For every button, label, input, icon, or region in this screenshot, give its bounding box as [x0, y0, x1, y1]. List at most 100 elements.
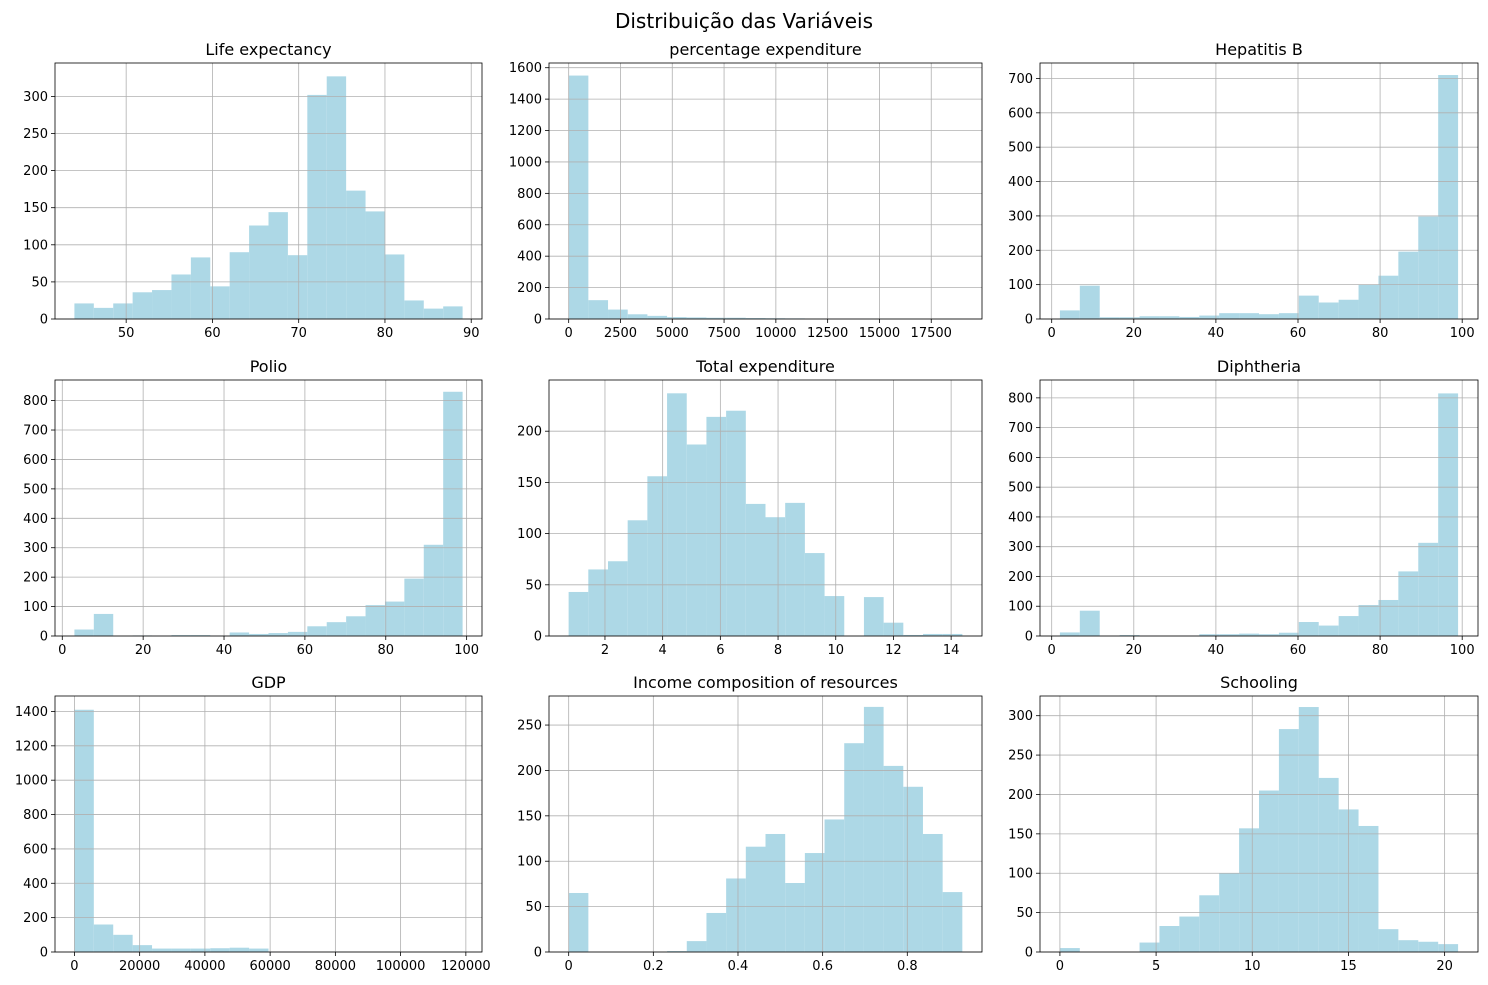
- histogram-bar: [863, 706, 884, 952]
- y-tick-label: 400: [23, 877, 48, 892]
- y-tick-label: 300: [23, 90, 48, 105]
- histogram-bar: [423, 308, 444, 319]
- y-tick-label: 0: [534, 630, 542, 645]
- subplot-title: Diphtheria: [1217, 357, 1301, 376]
- y-tick-label: 500: [23, 482, 48, 497]
- histogram-bar: [1239, 633, 1259, 636]
- subplot-title: Polio: [250, 357, 288, 376]
- x-tick-label: 6: [716, 643, 724, 658]
- plot-background: [55, 696, 482, 952]
- y-tick-label: 600: [23, 453, 48, 468]
- x-tick-label: 80: [1372, 326, 1389, 341]
- x-tick-label: 60: [297, 643, 314, 658]
- y-tick-label: 600: [1008, 451, 1033, 466]
- y-tick-label: 0: [40, 946, 48, 961]
- x-tick-label: 0: [1048, 326, 1056, 341]
- histogram-bar: [627, 314, 648, 319]
- histogram-bar: [686, 941, 707, 952]
- histogram-bar: [1278, 313, 1299, 319]
- x-tick-label: 40: [1208, 643, 1225, 658]
- x-tick-label: 0: [565, 326, 573, 341]
- histogram-bar: [171, 274, 191, 319]
- subplot-5: 2 4 6 8 10 12 14 0 50 100 150 200 Total expenditure: [517, 357, 983, 658]
- histogram-bar: [568, 75, 589, 319]
- histogram-bar: [1259, 634, 1279, 636]
- subplot-2: 0 2500 5000 7500 10000 12500 15000 17500 0 200 400…: [509, 40, 983, 341]
- y-tick-label: 250: [23, 127, 48, 142]
- x-tick-label: 7500: [708, 326, 741, 341]
- histogram-bar: [608, 309, 628, 319]
- x-tick-label: 0: [58, 643, 66, 658]
- histogram-bar: [667, 393, 687, 636]
- x-tick-label: 0.8: [897, 959, 918, 974]
- histogram-bar: [93, 307, 114, 319]
- histogram-bar: [1378, 275, 1399, 319]
- histogram-bar: [307, 94, 327, 319]
- x-tick-label: 0: [1056, 959, 1064, 974]
- histogram-bar: [588, 300, 609, 319]
- histogram-bar: [1358, 605, 1379, 636]
- subplot-1: 50 60 70 80 90 0 50 100 150 200 250 300 Life expecta…: [23, 40, 483, 341]
- histogram-bar: [765, 833, 786, 952]
- histogram-bar: [1079, 285, 1100, 319]
- histogram-bar: [1159, 316, 1180, 319]
- x-tick-label: 40: [1208, 326, 1225, 341]
- histogram-bar: [1179, 916, 1200, 952]
- histogram-bar: [249, 225, 269, 319]
- x-tick-label: 20: [1126, 643, 1143, 658]
- x-tick-label: 50: [118, 326, 135, 341]
- x-tick-label: 120000: [441, 959, 491, 974]
- histogram-bar: [1079, 610, 1100, 636]
- histogram-bar: [647, 476, 668, 636]
- y-tick-label: 100: [1008, 278, 1033, 293]
- histogram-bar: [1119, 635, 1140, 636]
- x-tick-label: 2: [601, 643, 609, 658]
- y-tick-label: 0: [534, 946, 542, 961]
- y-tick-label: 200: [517, 425, 542, 440]
- y-tick-label: 1400: [509, 93, 542, 108]
- x-tick-label: 15000: [859, 326, 900, 341]
- histogram-bar: [706, 912, 727, 952]
- x-tick-label: 10: [827, 643, 844, 658]
- subplot-6: 0 20 40 60 80 100 0 100 200 300 400 500 600 700 800 Dip…: [1008, 357, 1479, 658]
- y-tick-label: 200: [1008, 570, 1033, 585]
- y-tick-label: 1200: [15, 739, 48, 754]
- y-tick-label: 500: [1008, 141, 1033, 156]
- histogram-bar: [346, 616, 366, 636]
- y-tick-label: 300: [1008, 709, 1033, 724]
- x-tick-label: 60: [204, 326, 221, 341]
- histogram-bar: [726, 317, 746, 319]
- y-tick-label: 800: [23, 808, 48, 823]
- histogram-bar: [287, 631, 308, 636]
- histogram-bar: [404, 300, 424, 319]
- histogram-bar: [1378, 599, 1399, 636]
- histogram-bar: [1059, 632, 1080, 636]
- plot-frame: [54, 379, 483, 637]
- histogram-bar: [74, 629, 94, 636]
- x-tick-label: 70: [290, 326, 307, 341]
- plot-frame: [54, 695, 483, 953]
- histogram-bar: [745, 503, 766, 636]
- histogram-bar: [706, 416, 727, 636]
- histogram-bar: [1278, 632, 1299, 636]
- histogram-bar: [1438, 75, 1459, 319]
- y-tick-label: 400: [1008, 175, 1033, 190]
- y-tick-label: 300: [23, 541, 48, 556]
- y-tick-label: 1600: [509, 61, 542, 76]
- histogram-bar: [132, 292, 153, 319]
- x-tick-label: 2500: [604, 326, 637, 341]
- y-tick-label: 200: [23, 164, 48, 179]
- histogram-bar: [607, 561, 628, 636]
- histogram-bar: [1139, 316, 1160, 319]
- y-tick-label: 100: [23, 600, 48, 615]
- histogram-bar: [171, 948, 191, 952]
- histogram-bar: [249, 633, 269, 636]
- histogram-bar: [667, 951, 687, 952]
- x-tick-label: 4: [659, 643, 667, 658]
- histogram-bar: [190, 948, 211, 952]
- histogram-bar: [1278, 729, 1299, 952]
- histogram-bar: [1378, 929, 1399, 952]
- histogram-bar: [686, 317, 707, 319]
- x-tick-label: 0: [565, 959, 573, 974]
- plot-frame: [1039, 62, 1479, 320]
